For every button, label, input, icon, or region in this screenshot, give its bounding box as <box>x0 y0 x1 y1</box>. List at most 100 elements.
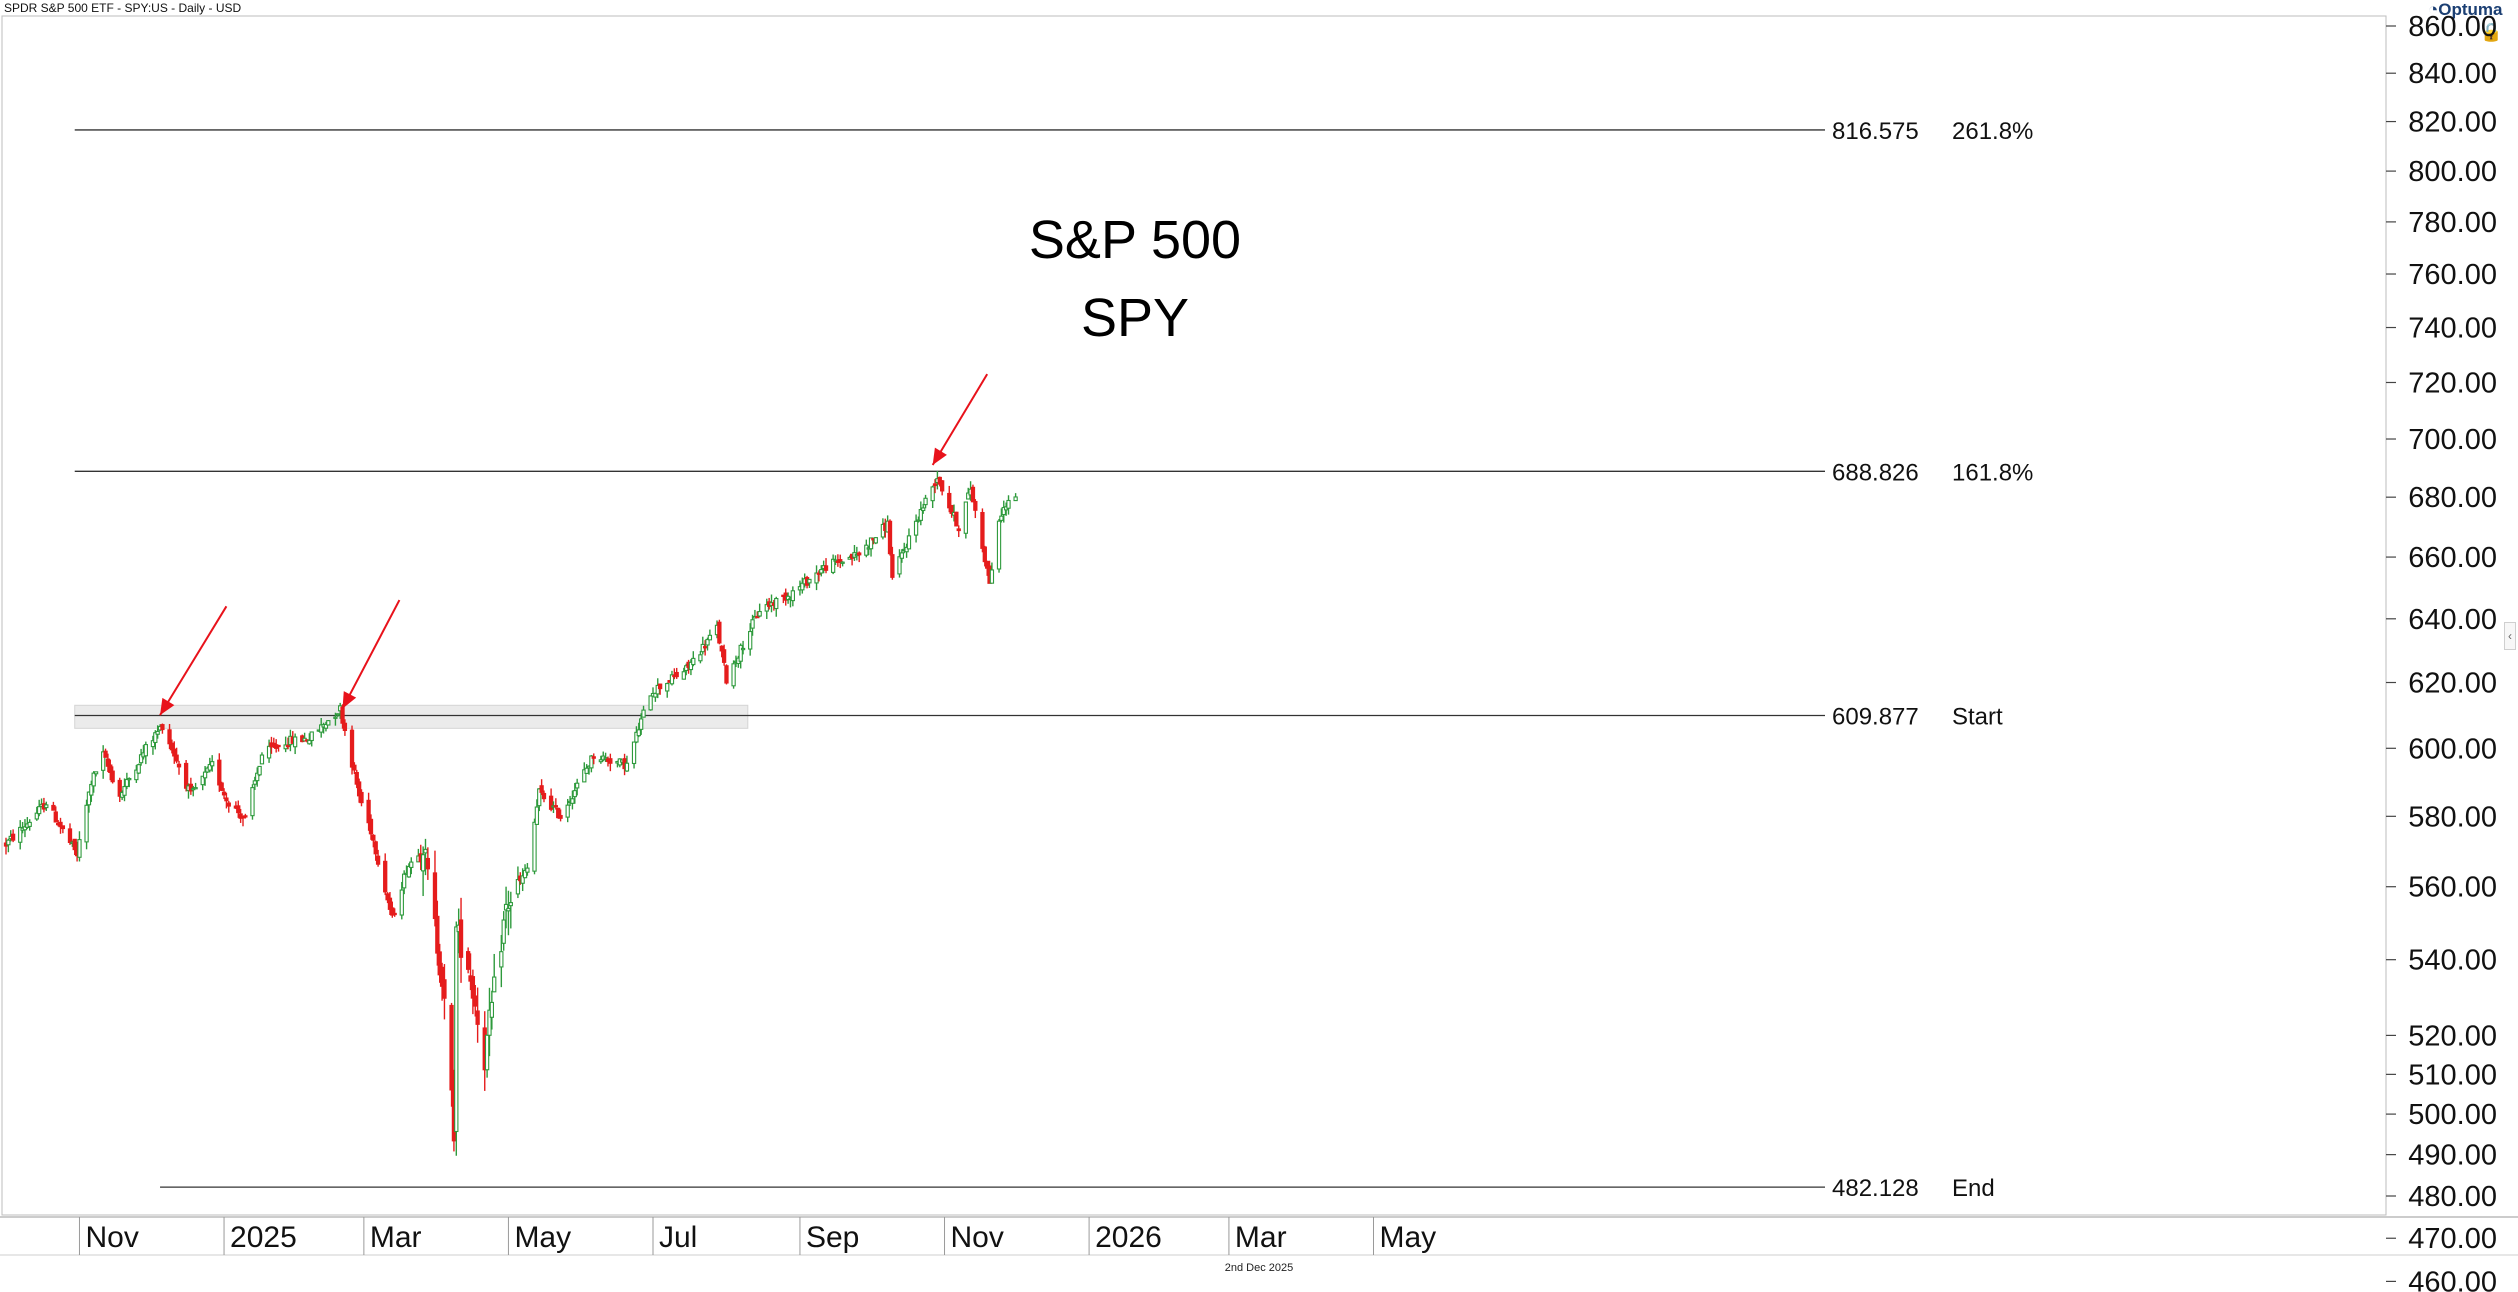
candle-body <box>150 740 156 748</box>
candle-body <box>89 783 94 796</box>
level-name-label: End <box>1952 1175 1995 1202</box>
candle-body <box>887 520 893 555</box>
candle-body <box>702 646 708 649</box>
chevron-left-icon[interactable]: ‹ <box>2504 622 2516 650</box>
candle-body <box>838 559 843 563</box>
y-tick-label: 760.00 <box>2408 259 2497 291</box>
candle-body <box>117 779 122 797</box>
candle-body <box>243 815 248 818</box>
candle-body <box>155 730 160 735</box>
candle-body <box>985 560 990 569</box>
candle-body <box>833 559 838 562</box>
candle-body <box>124 778 130 787</box>
candle-body <box>731 663 736 687</box>
candle-body <box>807 578 812 584</box>
candle-body <box>354 771 359 785</box>
candle-body <box>392 912 397 916</box>
candle-body <box>1006 499 1011 509</box>
candle-body <box>224 797 229 802</box>
candle-body <box>454 926 459 1133</box>
candle-body <box>77 839 82 858</box>
candle-body <box>22 826 28 831</box>
candle-body <box>122 786 127 796</box>
candle-body <box>956 528 961 532</box>
candle-body <box>603 757 608 760</box>
candle-body <box>10 833 16 841</box>
plot-frame <box>1 15 2387 1216</box>
candle-body <box>473 995 478 1007</box>
candle-body <box>982 546 987 563</box>
lock-icon[interactable]: 🔒 <box>2480 22 2503 42</box>
candle-body <box>840 561 845 564</box>
candle-body <box>913 520 919 536</box>
y-tick-label: 510.00 <box>2408 1059 2497 1091</box>
x-tick-label: 2026 <box>1095 1221 1162 1254</box>
candle-body <box>954 511 959 527</box>
candle-body <box>383 860 388 893</box>
candle-body <box>319 724 324 733</box>
x-tick-label: Nov <box>85 1221 138 1254</box>
candle-body <box>217 759 222 786</box>
candle-body <box>688 661 694 671</box>
candle-body <box>868 537 874 550</box>
candle-body <box>904 546 909 553</box>
candle-body <box>918 508 923 521</box>
candle-body <box>939 480 945 492</box>
optuma-logo-text: Optuma <box>2438 0 2503 19</box>
candle-body <box>323 723 329 729</box>
candle-body <box>259 754 265 765</box>
candle-body <box>335 713 340 716</box>
y-tick-label: 500.00 <box>2408 1099 2497 1131</box>
level-name-label: Start <box>1952 704 2003 731</box>
candle-body <box>719 645 724 652</box>
y-tick-label: 640.00 <box>2408 604 2497 636</box>
annotation-arrow <box>159 605 228 716</box>
candle-body <box>800 582 805 591</box>
candle-body <box>897 556 902 575</box>
candle-body <box>202 771 208 779</box>
candle-body <box>522 869 528 879</box>
candle-body <box>899 552 905 559</box>
candle-body <box>996 520 1002 570</box>
candle-body <box>309 731 314 742</box>
candle-body <box>349 729 355 768</box>
candle-body <box>681 671 686 680</box>
candle-body <box>169 742 175 751</box>
y-tick-label: 700.00 <box>2408 424 2497 456</box>
support-zone <box>74 704 749 729</box>
candle-body <box>167 729 172 745</box>
candle-body <box>705 638 710 646</box>
candle-body <box>636 729 641 737</box>
candle-body <box>556 807 561 819</box>
candle-body <box>923 497 928 506</box>
candle-body <box>326 720 331 726</box>
candle-body <box>127 777 132 781</box>
candle-body <box>857 552 862 556</box>
candle-body <box>489 1001 495 1018</box>
candle-body <box>755 615 760 619</box>
y-tick-label: 460.00 <box>2408 1266 2497 1292</box>
x-tick-label: Jul <box>659 1221 697 1254</box>
candle-body <box>608 758 613 764</box>
candle-body <box>86 791 92 806</box>
candle-body <box>183 762 189 789</box>
candle-body <box>399 889 404 916</box>
candle-body <box>598 759 604 763</box>
candle-body <box>385 893 390 901</box>
candle-body <box>252 780 258 785</box>
candle-body <box>292 736 298 748</box>
candle-body <box>210 761 215 767</box>
candle-body <box>717 621 722 644</box>
candle-body <box>653 692 658 698</box>
candle-body <box>226 802 231 807</box>
chart-date-footer: 2nd Dec 2025 <box>1224 1262 1294 1274</box>
candle-body <box>423 848 428 854</box>
candle-body <box>101 751 106 771</box>
candle-body <box>591 756 596 759</box>
candle-body <box>906 535 912 550</box>
candle-body <box>72 838 77 851</box>
candle-body <box>750 619 755 629</box>
chart-title: S&P 500 <box>1029 210 1241 270</box>
level-name-label: 161.8% <box>1952 459 2033 486</box>
